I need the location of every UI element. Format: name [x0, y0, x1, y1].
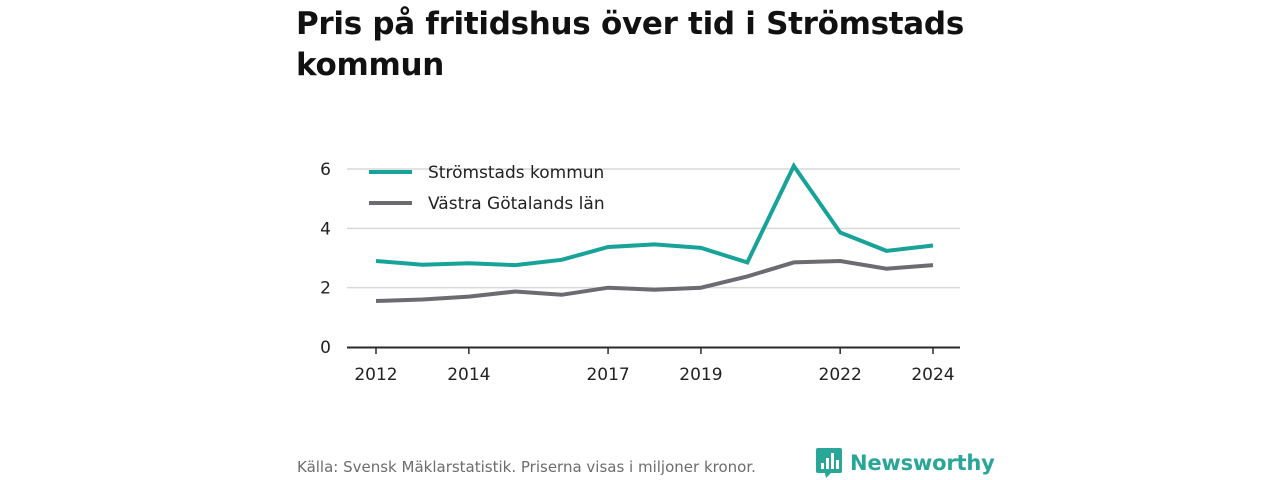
- series-lines: [375, 162, 934, 303]
- newsworthy-logo-icon: [816, 448, 842, 478]
- x-tick-label: 2024: [911, 365, 954, 385]
- legend-label: Strömstads kommun: [428, 163, 604, 183]
- x-tick-label: 2017: [586, 365, 629, 385]
- legend: Strömstads kommun Västra Götalands län: [369, 163, 605, 214]
- series-line: [375, 162, 934, 268]
- gridlines: [347, 168, 960, 289]
- x-tick-label: 2012: [354, 365, 397, 385]
- brand-name: Newsworthy: [850, 451, 995, 475]
- y-tick-label: 0: [320, 338, 331, 358]
- x-tick-label: 2019: [679, 365, 722, 385]
- line-chart: 0 2 4 6 2012 2014 2017 2019 2022 2024 Strömstads…: [320, 160, 960, 385]
- x-tick-label: 2014: [447, 365, 490, 385]
- y-tick-label: 6: [320, 160, 331, 180]
- brand-logo: Newsworthy: [815, 446, 995, 480]
- legend-label: Västra Götalands län: [428, 194, 605, 214]
- y-tick-label: 4: [320, 219, 331, 239]
- x-axis-ticks: 2012 2014 2017 2019 2022 2024: [354, 347, 955, 385]
- x-tick-label: 2022: [819, 365, 862, 385]
- source-note: Källa: Svensk Mäklarstatistik. Priserna …: [297, 458, 756, 476]
- chart-title: Pris på fritidshus över tid i Strömstads…: [296, 6, 964, 83]
- y-axis-ticks: 0 2 4 6: [320, 160, 331, 358]
- y-tick-label: 2: [320, 279, 331, 299]
- series-line: [375, 258, 934, 303]
